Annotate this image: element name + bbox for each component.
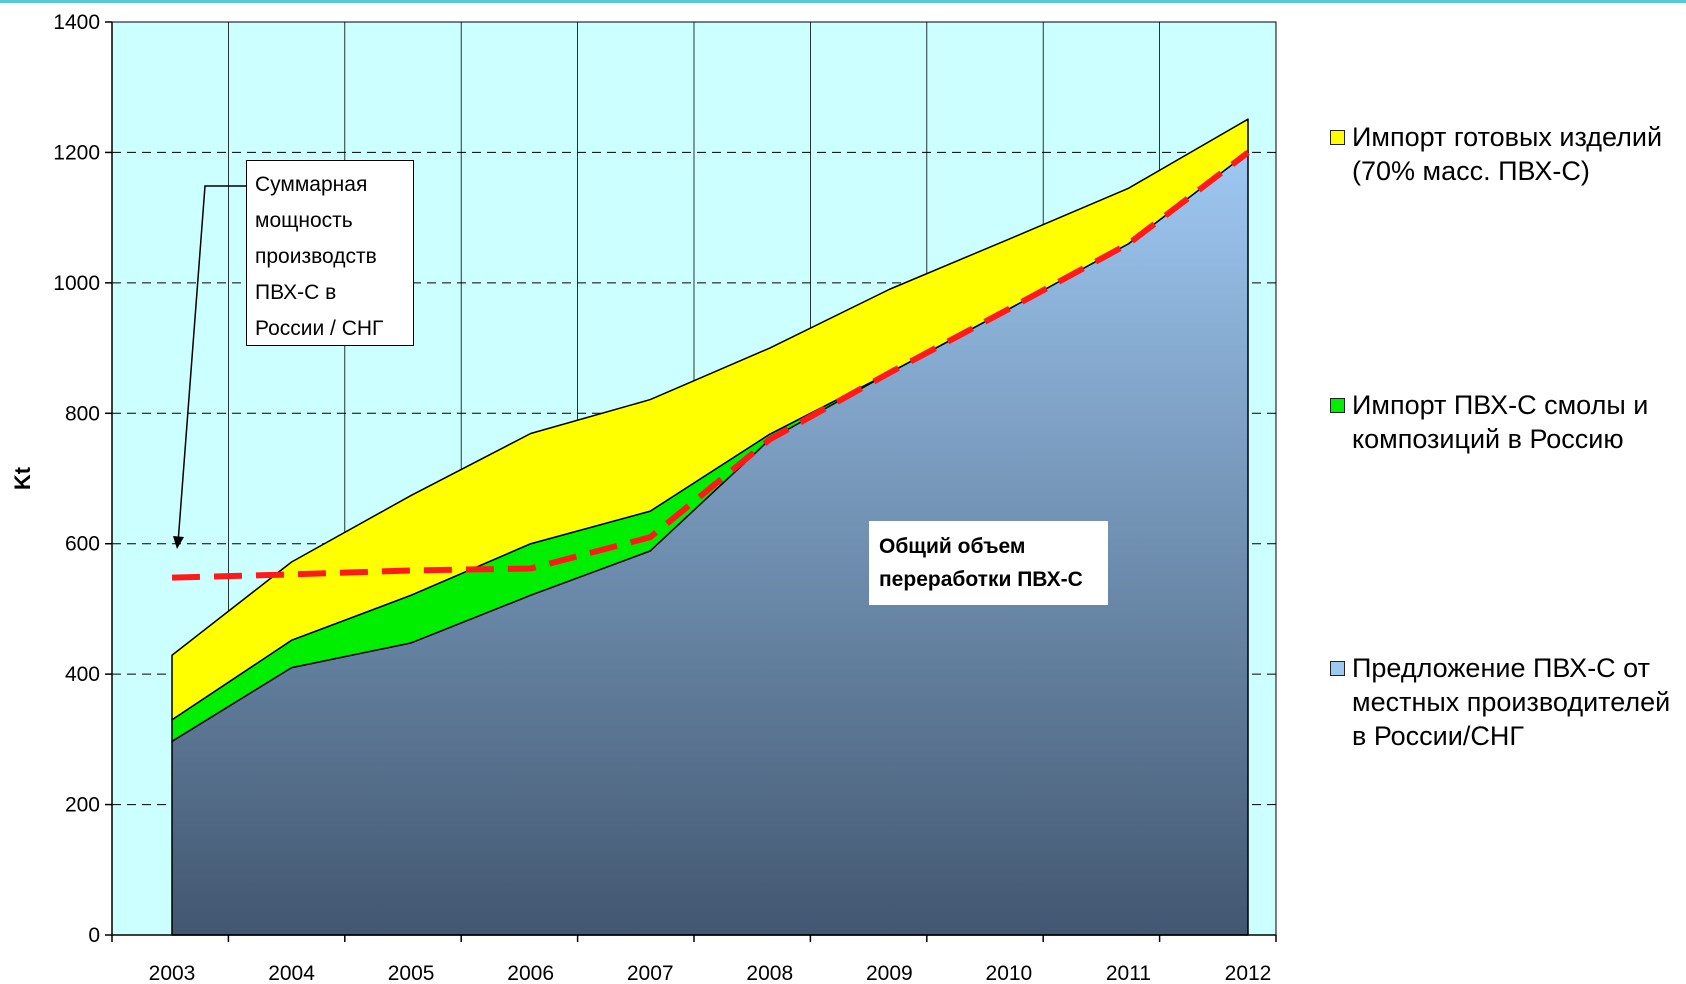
callout-line: производств (255, 245, 377, 268)
y-axis-label: Kt (10, 466, 35, 490)
legend-label-line: композиций в Россию (1352, 424, 1624, 454)
x-tick-label: 2012 (1225, 962, 1272, 984)
capacity-line (171, 150, 1250, 581)
legend-swatch (1330, 130, 1345, 145)
legend-label-line: Импорт готовых изделий (1352, 122, 1663, 152)
legend-item-local-supply: Предложение ПВХ-С от местных производите… (1330, 651, 1680, 753)
legend-swatch (1330, 661, 1345, 676)
legend-label: Импорт готовых изделий (70% масс. ПВХ-С) (1352, 120, 1662, 188)
x-tick-label: 2006 (507, 962, 554, 984)
x-tick-label: 2008 (746, 962, 793, 984)
callout-line: России / СНГ (255, 317, 384, 340)
x-tick-label: 2007 (627, 962, 674, 984)
callout-line: мощность (255, 209, 353, 232)
x-tick-label: 2005 (388, 962, 435, 984)
x-tick-label: 2003 (149, 962, 196, 984)
y-tick-label: 1000 (53, 272, 100, 295)
legend-label: Предложение ПВХ-С от местных производите… (1352, 651, 1670, 753)
legend-item-finished-goods-import: Импорт готовых изделий (70% масс. ПВХ-С) (1330, 120, 1680, 188)
callout-line: ПВХ-С в (255, 281, 337, 304)
y-tick-label: 800 (65, 402, 100, 425)
legend-label-line: (70% масс. ПВХ-С) (1352, 156, 1590, 186)
y-tick-label: 600 (65, 533, 100, 556)
legend-label-line: Импорт ПВХ-С смолы и (1352, 390, 1649, 420)
x-tick-label: 2009 (866, 962, 913, 984)
capacity-dashed-line (171, 150, 1250, 581)
callout-arrowhead (173, 536, 184, 549)
y-tick-label: 400 (65, 663, 100, 686)
total-processing-label: Общий объем переработки ПВХ-С (869, 521, 1108, 605)
x-tick-label: 2010 (986, 962, 1033, 984)
y-tick-label: 1400 (53, 11, 100, 34)
total-label-line: Общий объем (879, 535, 1026, 558)
legend-item-resin-import: Импорт ПВХ-С смолы и композиций в Россию (1330, 388, 1680, 456)
legend-label-line: Предложение ПВХ-С от (1352, 653, 1650, 683)
capacity-callout-box: Суммарная мощность производств ПВХ-С в Р… (246, 160, 414, 346)
y-tick-label: 200 (65, 794, 100, 817)
y-tick-label: 0 (88, 924, 100, 947)
legend-label-line: в России/СНГ (1352, 721, 1524, 751)
top-accent-rule (0, 0, 1686, 3)
legend-label-line: местных производителей (1352, 687, 1671, 717)
callout-line: Суммарная (255, 173, 368, 196)
legend-swatch (1330, 398, 1345, 413)
total-label-line: переработки ПВХ-С (879, 568, 1083, 591)
callout-leader-line (177, 185, 246, 544)
axes: 0 200 400 600 800 1000 1200 1400 2003 2004 2005 200… (10, 11, 1277, 984)
y-tick-label: 1200 (53, 141, 100, 164)
x-tick-label: 2011 (1106, 962, 1151, 984)
x-tick-label: 2004 (268, 962, 315, 984)
callout-arrow (173, 185, 246, 549)
legend-label: Импорт ПВХ-С смолы и композиций в Россию (1352, 388, 1648, 456)
